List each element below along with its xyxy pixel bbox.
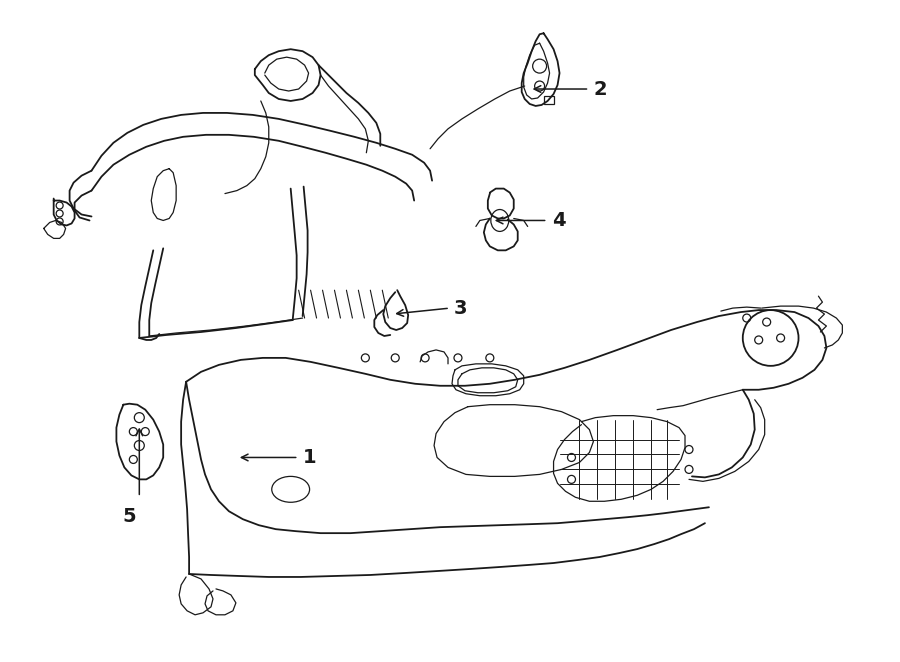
Text: 3: 3 bbox=[454, 299, 467, 318]
Text: 4: 4 bbox=[552, 211, 565, 230]
Text: 2: 2 bbox=[593, 79, 607, 99]
Text: 5: 5 bbox=[122, 507, 136, 526]
Text: 1: 1 bbox=[302, 448, 316, 467]
Bar bbox=[544, 96, 554, 104]
